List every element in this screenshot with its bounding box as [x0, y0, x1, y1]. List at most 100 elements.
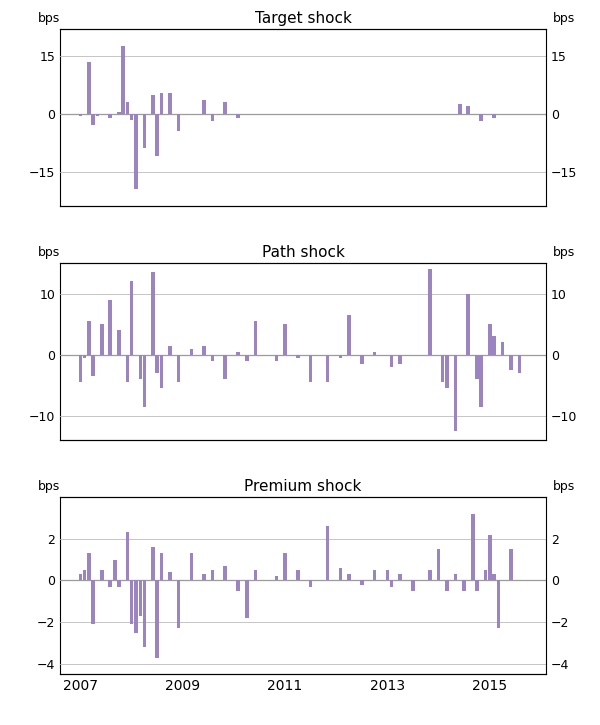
Bar: [501, 342, 505, 355]
Bar: [177, 581, 181, 629]
Text: bps: bps: [38, 247, 61, 260]
Bar: [143, 355, 146, 407]
Bar: [83, 355, 86, 357]
Bar: [309, 355, 313, 382]
Bar: [245, 355, 248, 361]
Bar: [236, 581, 240, 591]
Bar: [151, 547, 155, 581]
Bar: [117, 330, 121, 355]
Bar: [254, 570, 257, 581]
Bar: [398, 355, 402, 364]
Bar: [211, 570, 214, 581]
Bar: [100, 570, 104, 581]
Bar: [283, 553, 287, 581]
Bar: [454, 574, 457, 581]
Bar: [168, 346, 172, 355]
Text: bps: bps: [553, 12, 575, 25]
Bar: [275, 355, 278, 361]
Bar: [475, 355, 479, 379]
Bar: [139, 581, 142, 616]
Bar: [463, 581, 466, 591]
Bar: [309, 581, 313, 587]
Bar: [296, 570, 299, 581]
Bar: [134, 114, 137, 189]
Bar: [79, 355, 82, 382]
Bar: [91, 114, 95, 125]
Bar: [190, 553, 193, 581]
Bar: [236, 352, 240, 355]
Bar: [445, 355, 449, 389]
Bar: [518, 355, 521, 373]
Bar: [151, 272, 155, 355]
Bar: [143, 114, 146, 149]
Bar: [411, 581, 415, 591]
Bar: [130, 581, 133, 624]
Bar: [126, 532, 130, 581]
Bar: [492, 574, 496, 581]
Bar: [488, 534, 491, 581]
Title: Premium shock: Premium shock: [244, 479, 362, 494]
Bar: [338, 568, 342, 581]
Bar: [211, 355, 214, 361]
Bar: [390, 581, 393, 587]
Bar: [160, 553, 163, 581]
Bar: [79, 574, 82, 581]
Bar: [151, 94, 155, 114]
Bar: [168, 93, 172, 114]
Bar: [445, 581, 449, 591]
Bar: [109, 299, 112, 355]
Bar: [441, 355, 445, 382]
Bar: [134, 581, 137, 632]
Title: Path shock: Path shock: [262, 246, 344, 260]
Bar: [168, 572, 172, 581]
Bar: [471, 514, 475, 581]
Bar: [497, 581, 500, 629]
Bar: [83, 570, 86, 581]
Text: bps: bps: [38, 12, 61, 25]
Bar: [338, 355, 342, 357]
Bar: [79, 114, 82, 116]
Bar: [275, 576, 278, 581]
Bar: [139, 355, 142, 379]
Bar: [428, 269, 431, 355]
Bar: [155, 581, 159, 658]
Bar: [466, 294, 470, 355]
Bar: [245, 581, 248, 618]
Bar: [488, 324, 491, 355]
Bar: [126, 102, 130, 114]
Bar: [484, 570, 487, 581]
Bar: [223, 566, 227, 581]
Bar: [143, 581, 146, 647]
Bar: [458, 104, 462, 114]
Bar: [373, 570, 376, 581]
Bar: [236, 114, 240, 117]
Bar: [254, 321, 257, 355]
Bar: [91, 581, 95, 624]
Bar: [130, 114, 133, 120]
Bar: [454, 355, 457, 431]
Bar: [326, 355, 329, 382]
Bar: [117, 112, 121, 114]
Bar: [347, 315, 351, 355]
Bar: [202, 346, 206, 355]
Bar: [100, 324, 104, 355]
Bar: [373, 352, 376, 355]
Bar: [190, 349, 193, 355]
Bar: [109, 581, 112, 587]
Bar: [126, 355, 130, 382]
Bar: [88, 553, 91, 581]
Bar: [223, 102, 227, 114]
Bar: [202, 574, 206, 581]
Bar: [223, 355, 227, 379]
Bar: [326, 526, 329, 581]
Text: bps: bps: [553, 481, 575, 494]
Bar: [492, 114, 496, 117]
Bar: [509, 355, 513, 370]
Bar: [121, 46, 125, 114]
Bar: [296, 355, 299, 357]
Bar: [160, 355, 163, 389]
Bar: [475, 581, 479, 591]
Bar: [360, 581, 364, 584]
Bar: [113, 560, 116, 581]
Bar: [88, 62, 91, 114]
